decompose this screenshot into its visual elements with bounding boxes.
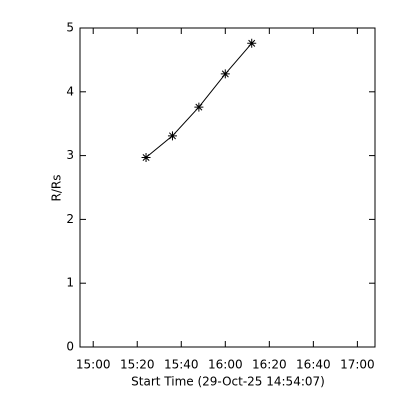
data-point <box>220 69 230 79</box>
y-tick-label: 1 <box>66 276 74 290</box>
x-tick-label: 16:20 <box>252 358 287 372</box>
data-point <box>167 131 177 141</box>
x-axis-label: Start Time (29-Oct-25 14:54:07) <box>131 375 325 389</box>
y-tick-label: 5 <box>66 21 74 35</box>
y-tick-label: 3 <box>66 148 74 162</box>
x-tick-label: 16:40 <box>296 358 331 372</box>
y-tick-label: 2 <box>66 212 74 226</box>
x-tick-label: 15:00 <box>76 358 111 372</box>
x-tick-label: 17:00 <box>340 358 375 372</box>
x-tick-label: 16:00 <box>208 358 243 372</box>
plot-frame <box>79 27 376 348</box>
data-point <box>141 153 151 163</box>
y-tick-label: 0 <box>66 340 74 354</box>
x-tick-label: 15:20 <box>120 358 155 372</box>
data-point <box>194 102 204 112</box>
x-tick-label: 15:40 <box>164 358 199 372</box>
data-point <box>247 38 257 48</box>
y-axis-label: R/Rs <box>50 175 64 202</box>
y-tick-label: 4 <box>66 84 74 98</box>
